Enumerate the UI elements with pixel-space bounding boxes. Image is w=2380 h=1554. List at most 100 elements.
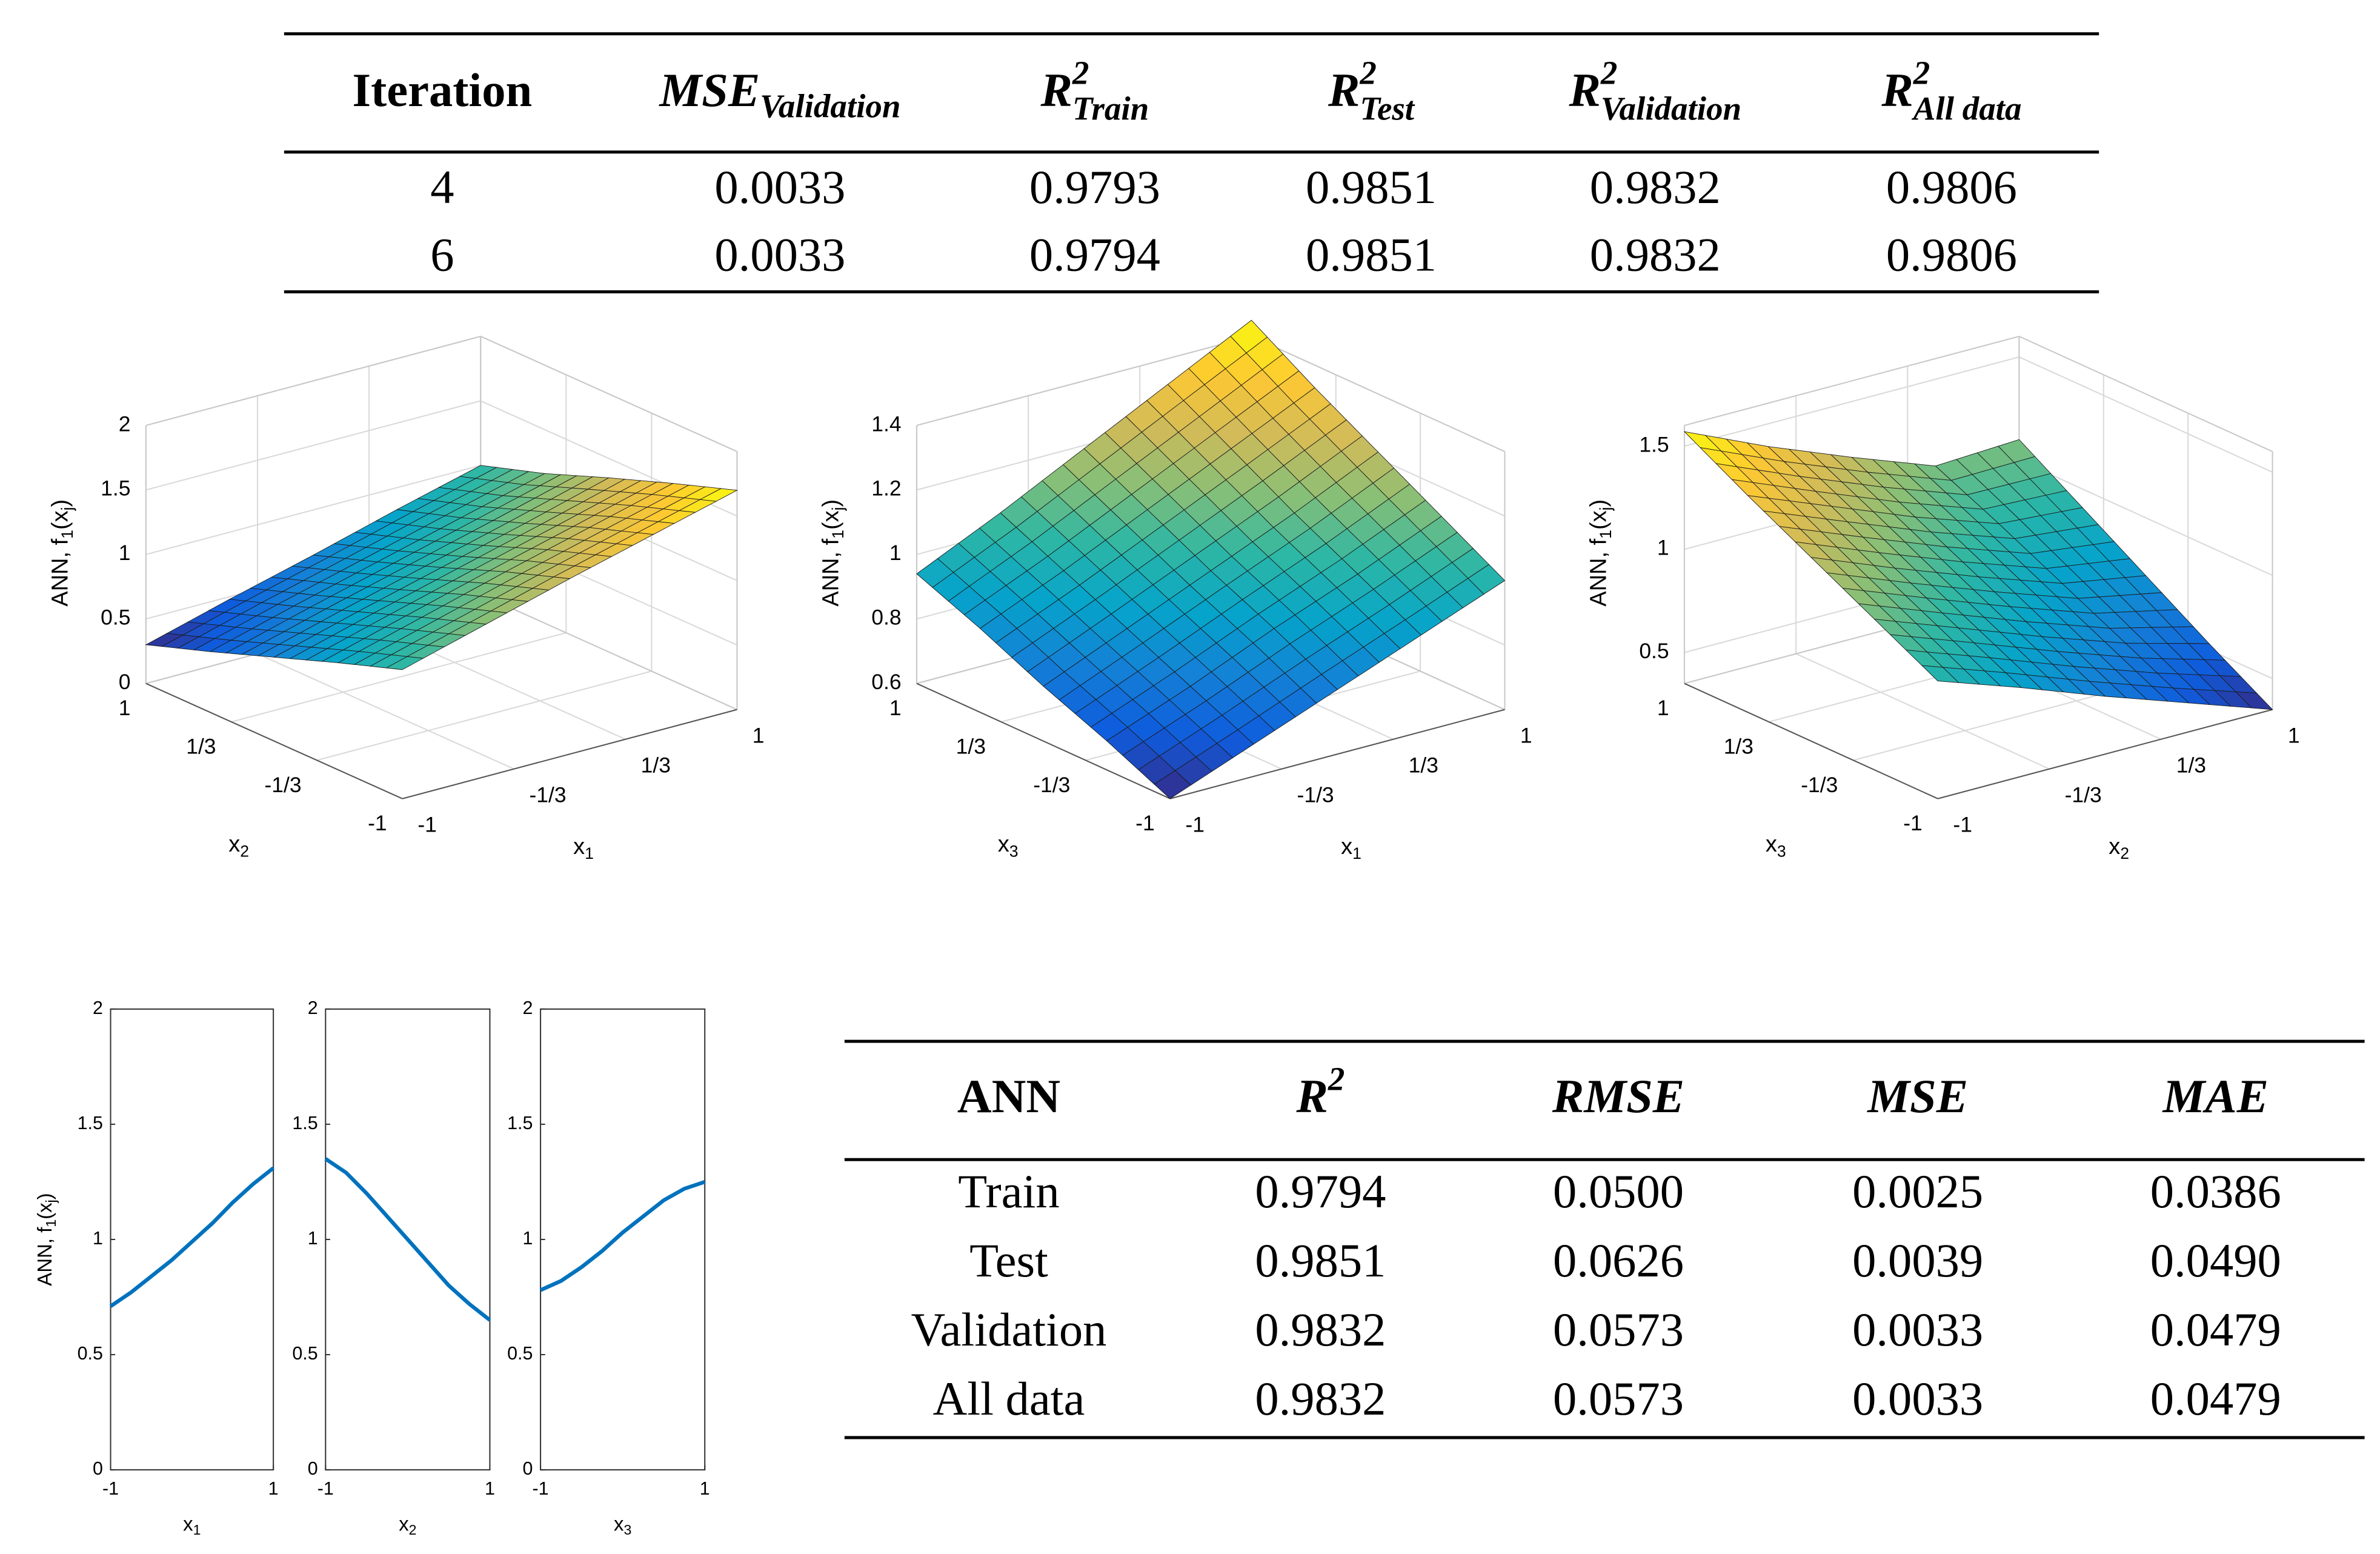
x-tick-label: -1/3 (264, 773, 301, 797)
line-series (324, 1157, 491, 1322)
label-part: 1 (43, 1219, 59, 1227)
grid-line (1684, 356, 2019, 447)
table-cell: 0.0033 (1852, 1372, 1983, 1425)
table-cell: 0.9793 (1029, 161, 1160, 213)
x-tick-label: 1/3 (2176, 753, 2206, 778)
line-series (109, 1166, 275, 1308)
table-cell: 0.0039 (1852, 1234, 1983, 1287)
x-tick-label: 1/3 (956, 734, 986, 758)
box-edge (916, 335, 1252, 426)
axis-label: x2 (2109, 834, 2129, 862)
table-cell: 0.9851 (1255, 1234, 1386, 1287)
table-header: MSEValidation (658, 64, 900, 124)
y-tick-label: 1.5 (78, 1113, 103, 1133)
table-cell: 0.0033 (714, 161, 845, 213)
x-tick-label: 1 (268, 1478, 279, 1499)
label-sup: 2 (1913, 54, 1930, 91)
label-part: j (43, 1199, 59, 1203)
label-part: ) (47, 499, 73, 507)
label-part: 1 (58, 530, 76, 539)
y-tick-label: 0.5 (507, 1343, 533, 1364)
table-cell: 0.9794 (1029, 228, 1160, 281)
x-tick-label: -1/3 (1297, 783, 1334, 807)
axis-label: x1 (1341, 834, 1361, 862)
grid-line (316, 670, 652, 761)
label-main: x (2109, 834, 2120, 859)
x-tick-label: -1/3 (2065, 783, 2102, 807)
box-edge (1251, 336, 1505, 452)
x-tick-label: 1 (753, 724, 765, 748)
label-main: RMSE (1552, 1070, 1684, 1122)
x-tick-label: -1 (1903, 811, 1923, 835)
table-cell: 0.0025 (1852, 1165, 1983, 1218)
table-header: MAE (2161, 1070, 2269, 1122)
x-tick-label: 1 (1657, 696, 1669, 720)
table-cell: 0.0573 (1553, 1372, 1684, 1425)
y-tick-label: 1.5 (292, 1113, 317, 1133)
label-part: j (58, 507, 76, 511)
label-main: R (1295, 1070, 1328, 1122)
y-tick-label: 2 (308, 998, 318, 1018)
x-tick-label: 1/3 (186, 734, 216, 758)
label-sub: All data (1912, 90, 2022, 127)
label-part: 1 (829, 530, 847, 539)
z-tick-label: 1.5 (101, 476, 130, 501)
x-tick-label: 1/3 (641, 753, 671, 778)
table-cell: 0.9832 (1590, 228, 1721, 281)
table-cell: 0.0573 (1553, 1303, 1684, 1356)
label-main: ANN (957, 1070, 1060, 1122)
grid-line (257, 653, 514, 770)
label-part: (x (33, 1202, 56, 1219)
table-cell: 0.0490 (2150, 1234, 2281, 1287)
axis-label: x3 (998, 832, 1019, 860)
z-tick-label: 1 (889, 541, 902, 565)
box-edge (1684, 335, 2019, 426)
z-tick-label: 0.6 (871, 670, 901, 694)
grid-line (2018, 459, 2273, 576)
label-part: 1 (1597, 530, 1615, 539)
z-tick-label: 2 (119, 412, 131, 436)
table-header: Iteration (353, 64, 533, 116)
x-tick-label: 1 (485, 1478, 495, 1499)
label-main: R (1881, 64, 1913, 116)
axis-label: ANN, f1(xj) (33, 1193, 59, 1286)
z-tick-label: 1 (119, 541, 131, 565)
axis-label: ANN, f1(xj) (819, 499, 847, 607)
label-main: x (573, 834, 585, 859)
grid-line (231, 632, 567, 723)
label-main: MAE (2161, 1070, 2269, 1122)
axis-line (1684, 682, 1938, 799)
axis-label: x1 (573, 834, 594, 862)
table-header: R2 Train (1040, 54, 1149, 127)
table-cell: All data (933, 1372, 1085, 1425)
label-main: Iteration (353, 64, 533, 116)
axis-label: x1 (183, 1512, 201, 1538)
table-header: ANN (957, 1070, 1060, 1122)
label-sub: Validation (1601, 90, 1741, 127)
y-tick-label: 0 (308, 1458, 318, 1479)
x-tick-label: -1 (317, 1478, 334, 1499)
label-main: MSE (658, 64, 760, 116)
label-sup: 2 (1328, 1060, 1345, 1097)
x-tick-label: 1 (889, 696, 902, 720)
table-header: RMSE (1552, 1070, 1684, 1122)
grid-line (1795, 653, 2050, 770)
axis-line (1937, 709, 2273, 799)
x-tick-label: 1 (700, 1478, 710, 1499)
table-header: MSE (1866, 1070, 1968, 1122)
z-tick-label: 0.8 (871, 605, 901, 630)
table-cell: 0.9832 (1255, 1372, 1386, 1425)
y-tick-label: 2 (93, 998, 103, 1018)
x-tick-label: 1 (2288, 724, 2300, 748)
label-sub: Test (1360, 90, 1415, 127)
axis-label: x3 (614, 1512, 631, 1538)
plot-frame (540, 1008, 706, 1471)
x-tick-label: 1/3 (1724, 734, 1753, 758)
table-cell: 0.9794 (1255, 1165, 1386, 1218)
label-part: (x (1586, 510, 1612, 530)
grid-line (145, 400, 481, 491)
x-tick-label: 1/3 (1409, 753, 1438, 778)
z-tick-label: 1.4 (871, 412, 901, 436)
z-tick-label: 0 (119, 670, 131, 694)
label-sup: 2 (1359, 54, 1376, 91)
